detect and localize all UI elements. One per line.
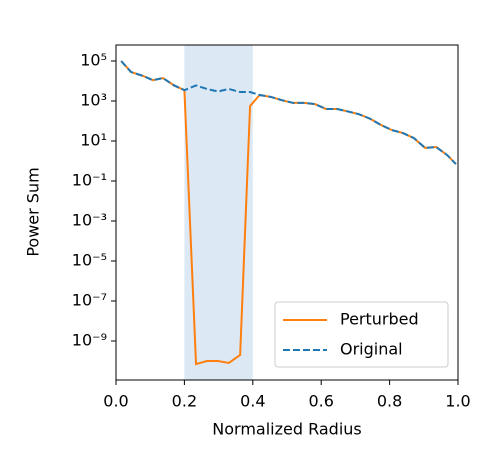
y-tick-label: 10⁻¹ [72,170,107,189]
legend-label: Perturbed [340,310,419,329]
x-axis-label: Normalized Radius [212,420,361,439]
plot-frame [115,44,459,381]
x-tick-label: 0.6 [308,392,333,411]
y-tick-label: 10¹ [80,130,107,149]
y-tick-label: 10⁻⁹ [72,330,107,349]
y-tick-label: 10⁵ [80,50,107,69]
x-tick-label: 0.4 [240,392,265,411]
x-tick-label: 0.8 [377,392,402,411]
data-line [120,60,457,165]
y-axis-label: Power Sum [24,167,43,256]
y-tick-label: 10³ [80,90,107,109]
x-tick-label: 0.0 [103,392,128,411]
y-tick-label: 10⁻⁷ [72,290,107,309]
y-tick-label: 10⁻³ [72,210,107,229]
y-tick-label: 10⁻⁵ [72,250,107,269]
legend-label: Original [340,340,403,359]
x-tick-label: 0.2 [172,392,197,411]
x-tick-label: 1.0 [445,392,470,411]
